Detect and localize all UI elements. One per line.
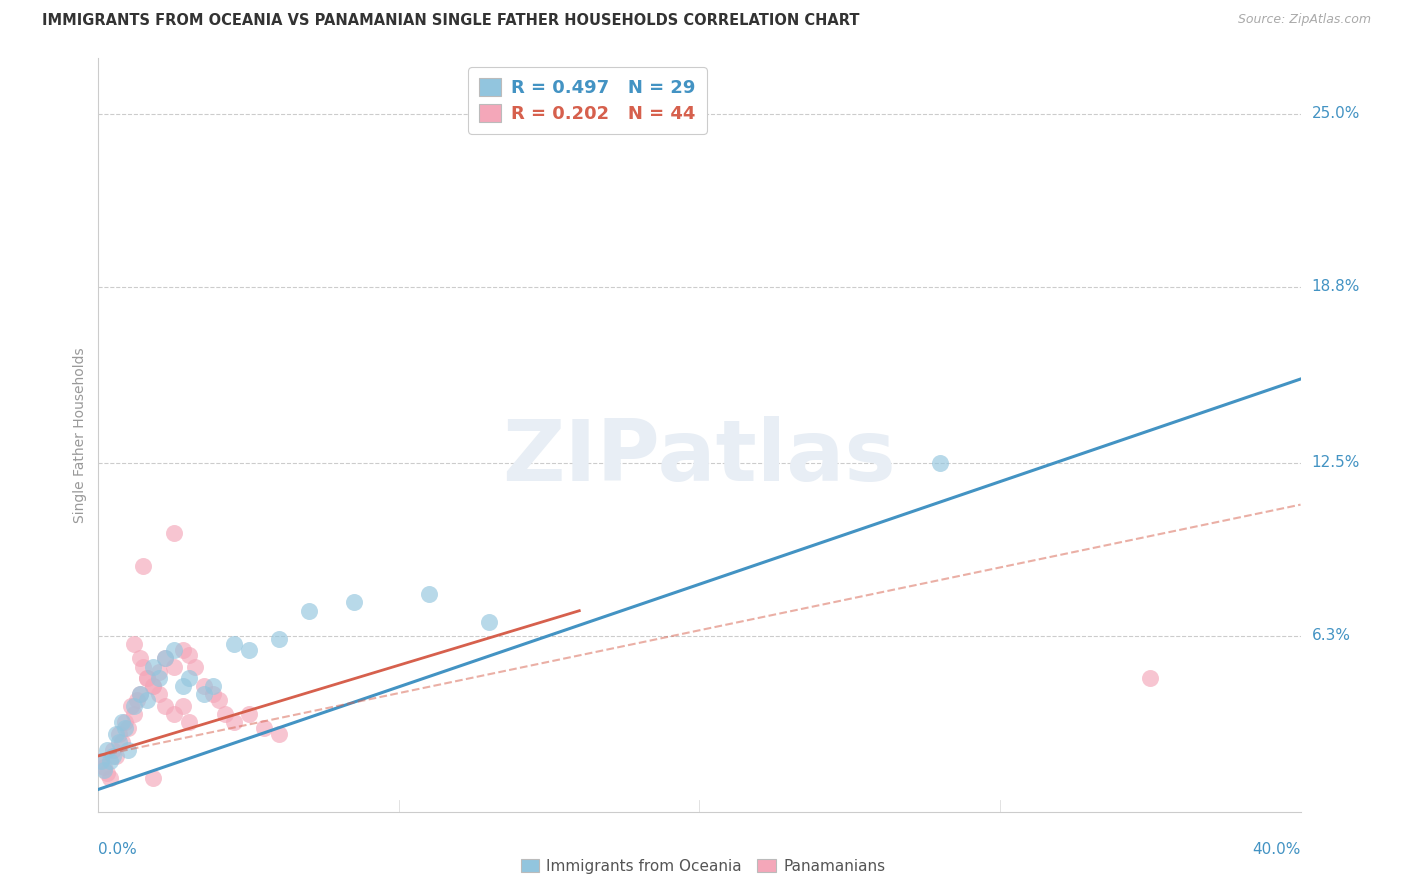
Point [172, 642, 194, 657]
Point [418, 587, 440, 601]
Point [129, 688, 152, 702]
Text: 0.0%: 0.0% [98, 842, 138, 857]
Point [929, 456, 952, 470]
Point [183, 659, 205, 673]
Point [141, 659, 163, 673]
Text: ZIPatlas: ZIPatlas [502, 416, 897, 499]
Point [135, 671, 157, 685]
Text: Source: ZipAtlas.com: Source: ZipAtlas.com [1237, 13, 1371, 27]
Point [222, 715, 245, 730]
Point [132, 559, 155, 574]
Point [1139, 671, 1161, 685]
Point [129, 651, 152, 665]
Point [177, 648, 200, 663]
Point [124, 698, 146, 713]
Point [108, 726, 131, 740]
Point [141, 679, 163, 693]
Point [162, 525, 184, 540]
Point [201, 679, 224, 693]
Point [103, 743, 125, 757]
Text: 12.5%: 12.5% [1312, 455, 1360, 470]
Point [177, 671, 200, 685]
Point [117, 721, 139, 735]
Point [114, 721, 136, 735]
Point [103, 748, 125, 763]
Point [105, 726, 128, 740]
Text: 25.0%: 25.0% [1312, 106, 1360, 121]
Point [162, 642, 184, 657]
Point [193, 679, 215, 693]
Text: 6.3%: 6.3% [1312, 628, 1351, 643]
Point [111, 735, 134, 749]
Point [201, 688, 224, 702]
Point [93, 760, 115, 774]
Point [153, 651, 176, 665]
Point [238, 642, 260, 657]
Point [100, 771, 122, 785]
Point [238, 706, 260, 721]
Text: IMMIGRANTS FROM OCEANIA VS PANAMANIAN SINGLE FATHER HOUSEHOLDS CORRELATION CHART: IMMIGRANTS FROM OCEANIA VS PANAMANIAN SI… [42, 13, 859, 29]
Point [124, 706, 146, 721]
Point [162, 706, 184, 721]
Point [90, 755, 112, 769]
Point [253, 721, 276, 735]
Point [135, 693, 157, 707]
Text: 40.0%: 40.0% [1253, 842, 1301, 857]
Point [132, 659, 155, 673]
Point [124, 637, 146, 651]
Point [141, 771, 163, 785]
Y-axis label: Single Father Households: Single Father Households [73, 347, 87, 523]
Point [208, 693, 231, 707]
Point [177, 715, 200, 730]
Point [148, 688, 170, 702]
Point [100, 755, 122, 769]
Point [148, 671, 170, 685]
Point [96, 743, 118, 757]
Point [267, 726, 290, 740]
Point [148, 665, 170, 680]
Point [172, 679, 194, 693]
Point [478, 615, 501, 629]
Legend: R = 0.497   N = 29, R = 0.202   N = 44: R = 0.497 N = 29, R = 0.202 N = 44 [468, 67, 707, 134]
Point [117, 743, 139, 757]
Point [135, 671, 157, 685]
Point [129, 688, 152, 702]
Point [121, 698, 143, 713]
Point [214, 706, 236, 721]
Point [267, 632, 290, 646]
Point [105, 748, 128, 763]
Point [111, 715, 134, 730]
Point [222, 637, 245, 651]
Text: 18.8%: 18.8% [1312, 279, 1360, 294]
Point [343, 595, 366, 609]
Point [153, 651, 176, 665]
Point [141, 679, 163, 693]
Point [153, 698, 176, 713]
Point [108, 735, 131, 749]
Point [127, 693, 149, 707]
Legend: Immigrants from Oceania, Panamanians: Immigrants from Oceania, Panamanians [515, 853, 891, 880]
Point [114, 715, 136, 730]
Point [162, 659, 184, 673]
Point [193, 688, 215, 702]
Point [172, 698, 194, 713]
Point [90, 755, 112, 769]
Point [93, 763, 115, 777]
Point [298, 604, 321, 618]
Point [96, 765, 118, 780]
